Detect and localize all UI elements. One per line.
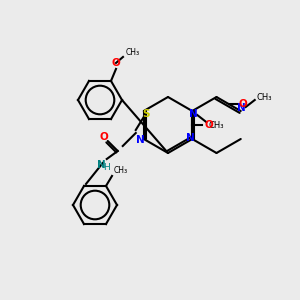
Text: O: O [99,132,108,142]
Text: CH₃: CH₃ [126,48,140,57]
Text: O: O [205,120,214,130]
Text: O: O [238,99,247,109]
Text: N: N [189,109,198,119]
Text: N: N [237,103,246,113]
Text: O: O [112,58,120,68]
Text: H: H [103,164,110,172]
Text: CH₃: CH₃ [257,92,272,101]
Text: S: S [142,109,149,119]
Text: CH₃: CH₃ [208,121,224,130]
Text: N: N [186,133,195,143]
Text: N: N [136,135,145,145]
Text: CH₃: CH₃ [114,167,128,176]
Text: N: N [98,160,106,170]
